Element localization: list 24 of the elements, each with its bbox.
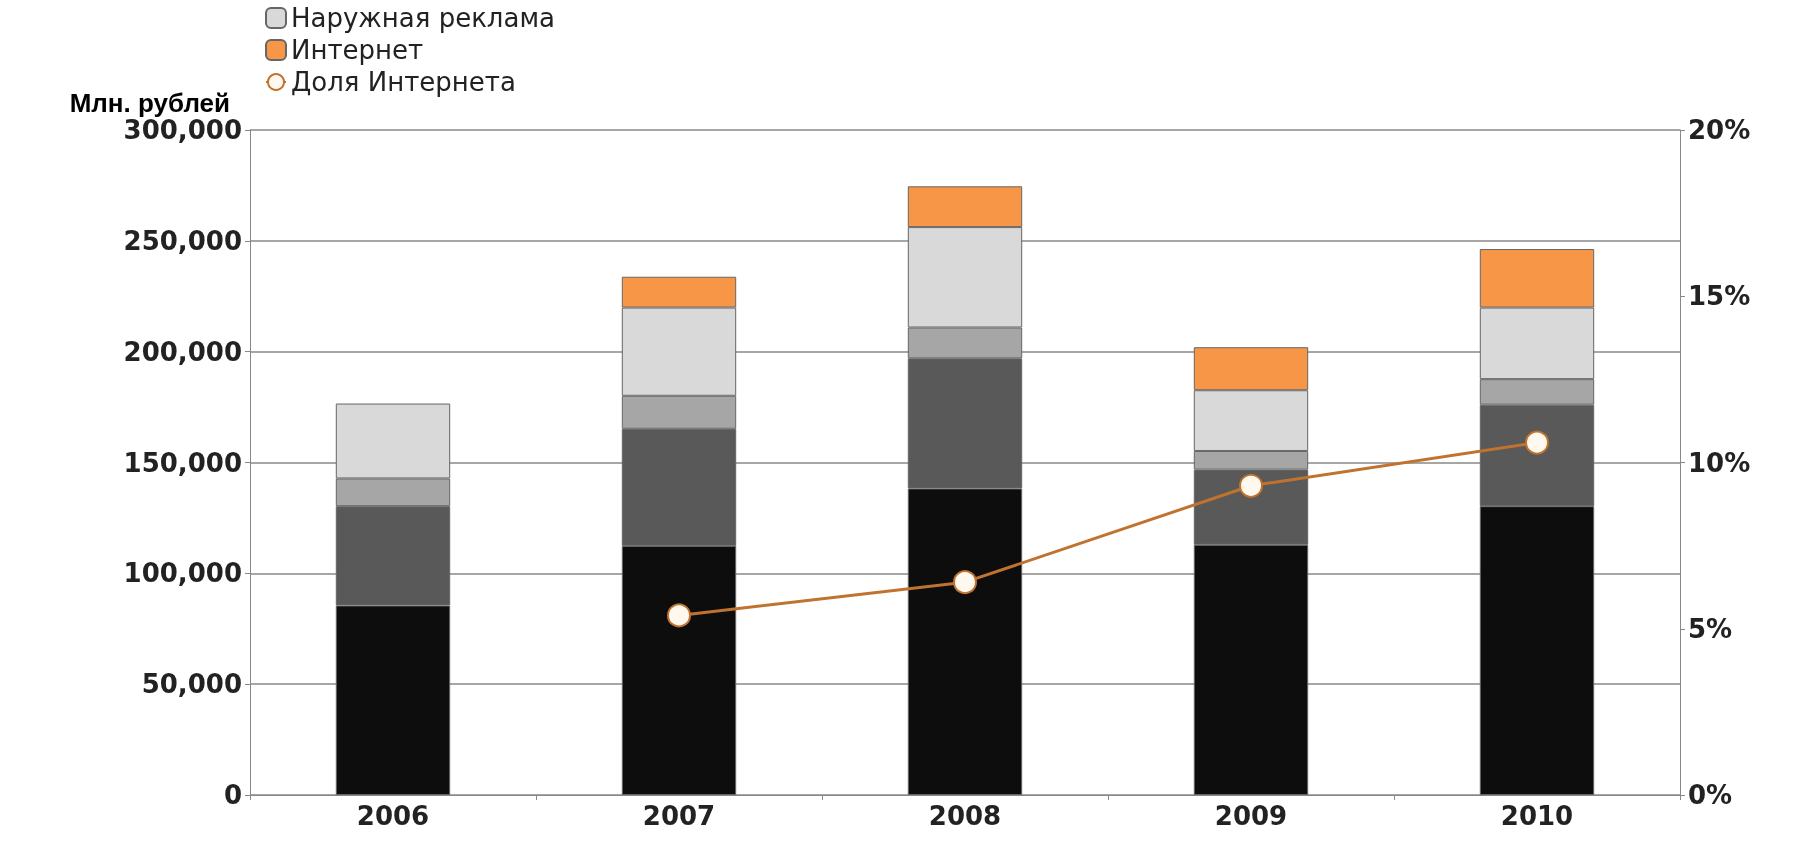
y2-tick-label: 5% bbox=[1688, 613, 1733, 644]
y2-tick-label: 10% bbox=[1688, 447, 1751, 478]
point bbox=[667, 603, 691, 628]
y-tick-label: 200,000 bbox=[123, 336, 242, 367]
y-axis-title: Млн. рублей bbox=[69, 88, 230, 118]
x-tick-label: 2008 bbox=[928, 801, 1002, 831]
y2-tick-label: 0% bbox=[1688, 780, 1733, 810]
x-tick-label: 2010 bbox=[1500, 801, 1574, 831]
point bbox=[1525, 430, 1549, 455]
x-tick-label: 2009 bbox=[1214, 801, 1288, 831]
point bbox=[953, 570, 977, 595]
y-tick-label: 100,000 bbox=[123, 558, 242, 589]
x-tick-label: 2007 bbox=[642, 801, 716, 831]
legend-label: Интернет bbox=[291, 35, 424, 65]
y-tick-label: 250,000 bbox=[123, 225, 242, 256]
legend-label: Доля Интернета bbox=[291, 67, 516, 97]
legend-label: Наружная реклама bbox=[291, 3, 555, 33]
y-tick-label: 150,000 bbox=[123, 447, 242, 478]
point bbox=[1239, 473, 1263, 498]
y2-tick-label: 20% bbox=[1688, 115, 1751, 145]
y2-tick-label: 15% bbox=[1688, 281, 1751, 312]
y-tick-label: 50,000 bbox=[141, 669, 242, 700]
x-tick-label: 2006 bbox=[356, 801, 430, 831]
y-tick-label: 0 bbox=[223, 780, 242, 810]
